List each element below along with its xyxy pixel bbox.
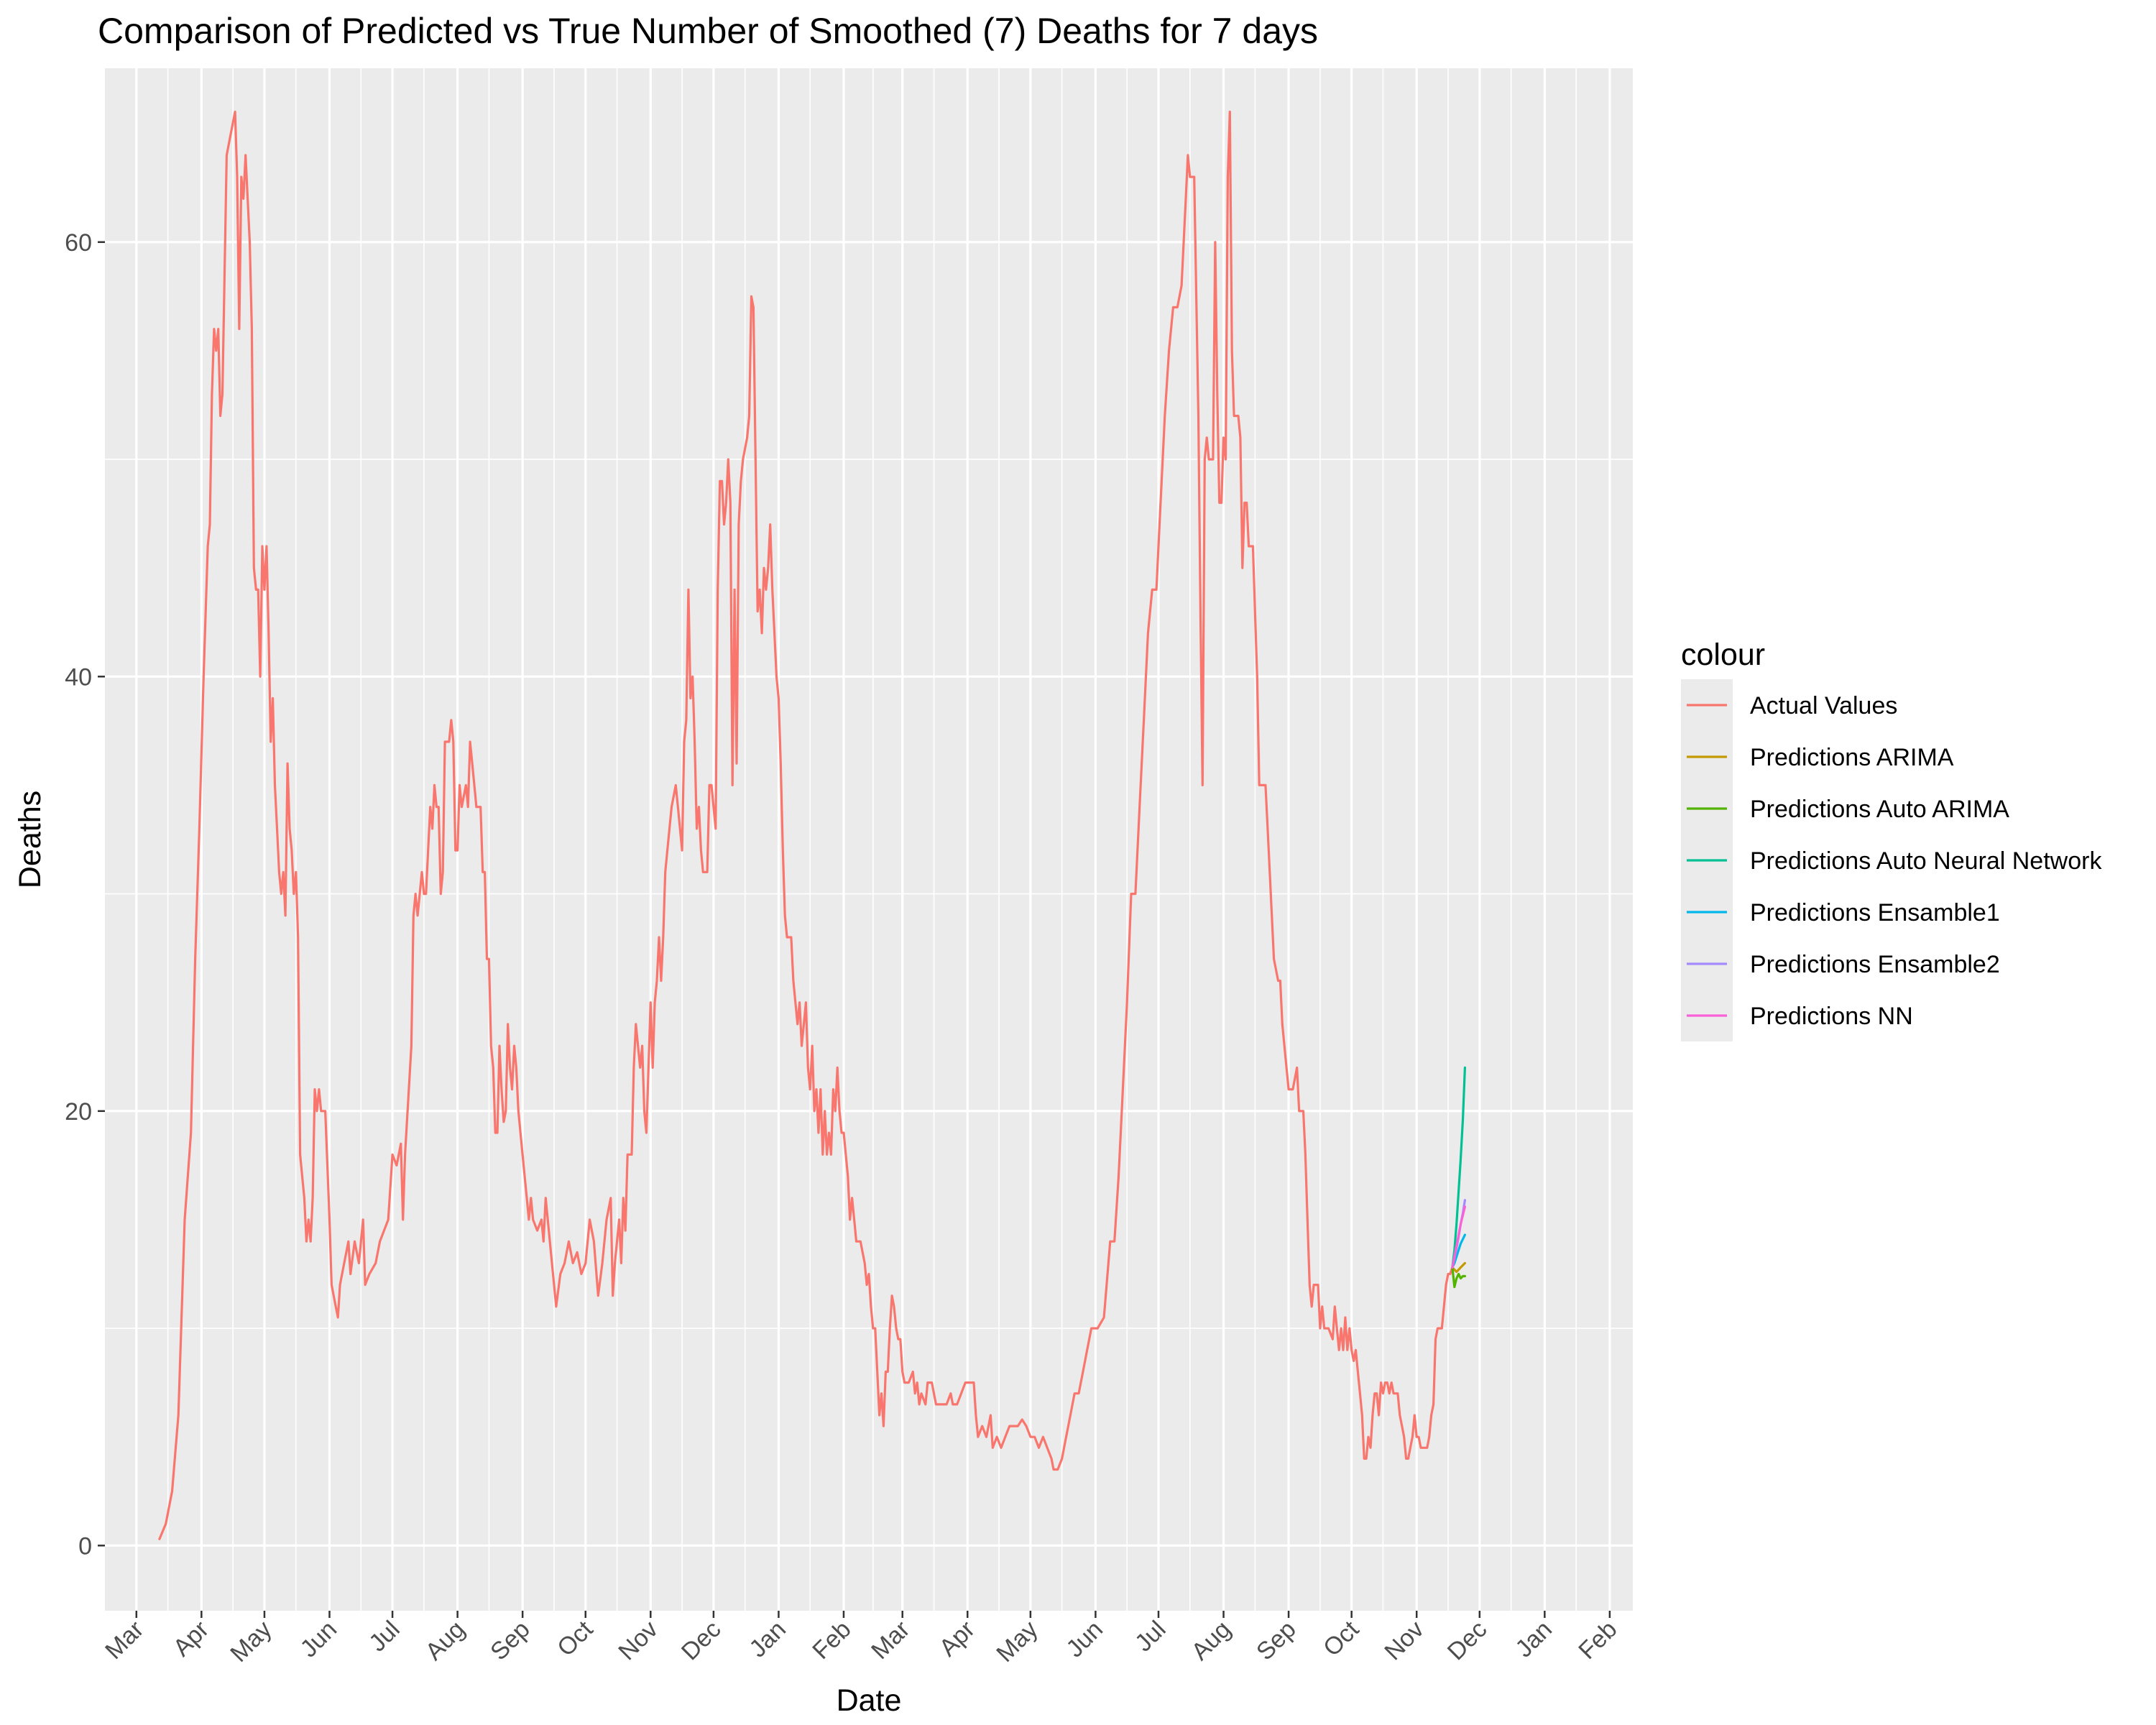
y-tick-label: 60	[65, 229, 92, 257]
legend-items: Actual Values Predictions ARIMA Prediction…	[1681, 679, 2102, 1041]
series-line-predictions-nn	[1451, 1205, 1467, 1269]
x-tick-label: Apr	[934, 1616, 980, 1662]
x-tick-label: Oct	[552, 1615, 599, 1662]
y-tick-label: 0	[78, 1532, 92, 1560]
x-tick-label: Jun	[295, 1616, 342, 1663]
x-axis-title: Date	[837, 1683, 902, 1718]
legend-label: Predictions ARIMA	[1750, 744, 1954, 771]
y-axis-title: Deaths	[13, 791, 47, 888]
series-layer	[158, 110, 1467, 1540]
y-axis: 0 20 40 60	[65, 229, 105, 1560]
x-tick-label: Jan	[1510, 1616, 1557, 1663]
x-tick-label: Dec	[1442, 1616, 1493, 1666]
x-tick-label: Mar	[866, 1616, 915, 1665]
series-line-predictions-auto-neural-network	[1451, 1066, 1467, 1269]
grid-minor	[105, 68, 1633, 1611]
x-tick-label: May	[225, 1616, 277, 1668]
x-tick-label: Jun	[1061, 1616, 1108, 1663]
x-tick-label: Jul	[364, 1616, 405, 1657]
x-tick-label: Jan	[744, 1616, 791, 1663]
y-tick-label: 40	[65, 663, 92, 691]
series-line-predictions-arima	[1451, 1261, 1467, 1274]
x-tick-label: Mar	[100, 1616, 149, 1665]
legend: colour Actual Values Predictions ARIMA Pre…	[1681, 638, 2102, 1041]
x-tick-label: Feb	[807, 1616, 856, 1665]
x-tick-label: Sep	[485, 1616, 535, 1666]
x-tick-label: Jul	[1130, 1616, 1171, 1657]
x-tick-label: Aug	[420, 1616, 471, 1666]
series-line-predictions-auto-arima	[1451, 1266, 1467, 1289]
plot-panel	[105, 68, 1633, 1611]
x-tick-label: Nov	[613, 1616, 663, 1666]
x-tick-label: Feb	[1573, 1616, 1622, 1665]
x-tick-label: Apr	[168, 1616, 214, 1662]
legend-label: Actual Values	[1750, 692, 1897, 719]
series-line-actual-values	[158, 110, 1454, 1540]
grid-major	[105, 68, 1633, 1611]
x-tick-label: Dec	[676, 1616, 727, 1666]
legend-label: Predictions Auto Neural Network	[1750, 847, 2102, 875]
x-tick-label: Sep	[1251, 1616, 1302, 1666]
legend-label: Predictions Auto ARIMA	[1750, 796, 2009, 823]
chart-title: Comparison of Predicted vs True Number o…	[98, 11, 1318, 51]
x-tick-label: Aug	[1187, 1616, 1237, 1666]
legend-label: Predictions Ensamble1	[1750, 899, 2000, 926]
y-tick-label: 20	[65, 1098, 92, 1126]
legend-title: colour	[1681, 638, 1765, 672]
x-axis: Mar Apr May Jun Jul Aug Sep Oct Nov Dec Jan Feb Mar A…	[100, 1611, 1623, 1668]
x-tick-label: Nov	[1379, 1616, 1429, 1666]
legend-label: Predictions NN	[1750, 1003, 1913, 1030]
legend-label: Predictions Ensamble2	[1750, 951, 2000, 978]
x-tick-label: Oct	[1318, 1615, 1365, 1662]
x-tick-label: May	[991, 1616, 1043, 1668]
